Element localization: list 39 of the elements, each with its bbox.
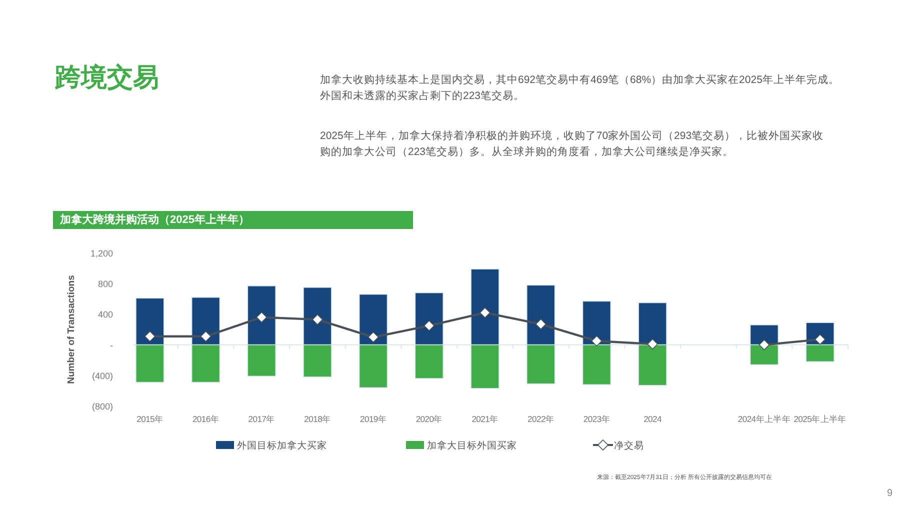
point — [424, 320, 435, 332]
chart-title: 加拿大跨境并购活动（2025年上半年） — [53, 211, 413, 229]
point — [368, 332, 379, 343]
point — [144, 330, 156, 342]
y-tick-label: 400 — [98, 310, 113, 320]
x-tick-label: 2019年 — [360, 414, 387, 424]
x-tick-label: 2015年 — [136, 414, 164, 424]
text: 9 — [887, 488, 893, 499]
text: 2025年上半年，加拿大保持着净积极的并购环境，收购了70家外国公司（293笔交易），比被外国买家收购的加拿大公司（223笔交易）多。从全球并购的角度看，加拿大公司继续是净买家。 — [320, 129, 825, 160]
x-tick-label: 2020年 — [416, 414, 443, 424]
y-tick-label: (800) — [92, 402, 113, 412]
point — [312, 314, 323, 325]
x-tick-label: 2017年 — [248, 414, 276, 424]
x-tick-label: 2018年 — [304, 414, 332, 424]
x-tick-label: 2016年 — [192, 414, 220, 424]
point — [535, 318, 546, 330]
x-tick-label: 2025年上半年 — [794, 414, 847, 424]
text: 跨境交易 — [55, 61, 159, 94]
point — [758, 339, 770, 350]
y-tick-label: (400) — [92, 370, 113, 381]
y-tick-label: 1,200 — [90, 248, 113, 258]
y-axis-title: Number of Transactions — [66, 275, 77, 384]
x-tick-label: 2023年 — [583, 414, 610, 424]
x-tick-label: 2021年 — [472, 414, 499, 424]
legend-label: 加拿大目标外国买家 — [427, 440, 517, 452]
point — [256, 312, 268, 323]
point — [480, 307, 490, 318]
x-tick-label: 2022年 — [528, 414, 554, 424]
y-tick-label: - — [110, 340, 113, 350]
text: 加拿大收购持续基本上是国内交易，其中692笔交易中有469笔（68%）由加拿大买家在2025年上半年完成。外国和未透露的买家占剩下的223笔交易。 — [320, 73, 840, 104]
point — [591, 336, 602, 346]
x-tick-label: 2024年上半年 — [738, 414, 791, 424]
point — [814, 334, 826, 345]
legend-label: 外国目标加拿大买家 — [237, 440, 327, 452]
y-tick-label: 800 — [98, 279, 113, 290]
point — [200, 330, 212, 342]
point — [647, 338, 658, 350]
x-tick-label: 2024 — [644, 414, 662, 424]
legend-label: 净交易 — [614, 440, 644, 452]
